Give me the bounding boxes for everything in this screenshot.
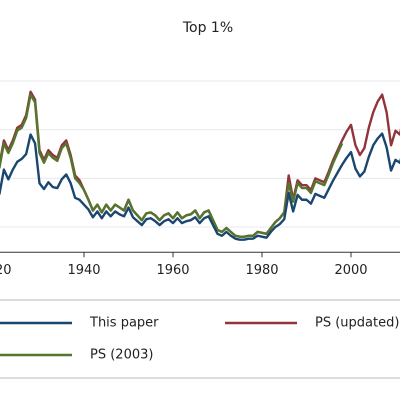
x-tick-label: 1980 — [245, 263, 278, 278]
legend-label: PS (2003) — [90, 348, 153, 363]
x-tick-label: 2000 — [334, 263, 367, 278]
x-tick-label: 1940 — [67, 263, 100, 278]
x-tick-label: 1960 — [156, 263, 189, 278]
legend-box — [0, 299, 400, 379]
x-tick-label: 1920 — [0, 263, 12, 278]
chart-title: Top 1% — [182, 20, 233, 36]
legend-label: This paper — [89, 316, 159, 331]
series-line — [0, 90, 400, 238]
series-line — [0, 93, 344, 238]
series-line — [0, 132, 400, 241]
legend-label: PS (updated) — [315, 316, 399, 331]
